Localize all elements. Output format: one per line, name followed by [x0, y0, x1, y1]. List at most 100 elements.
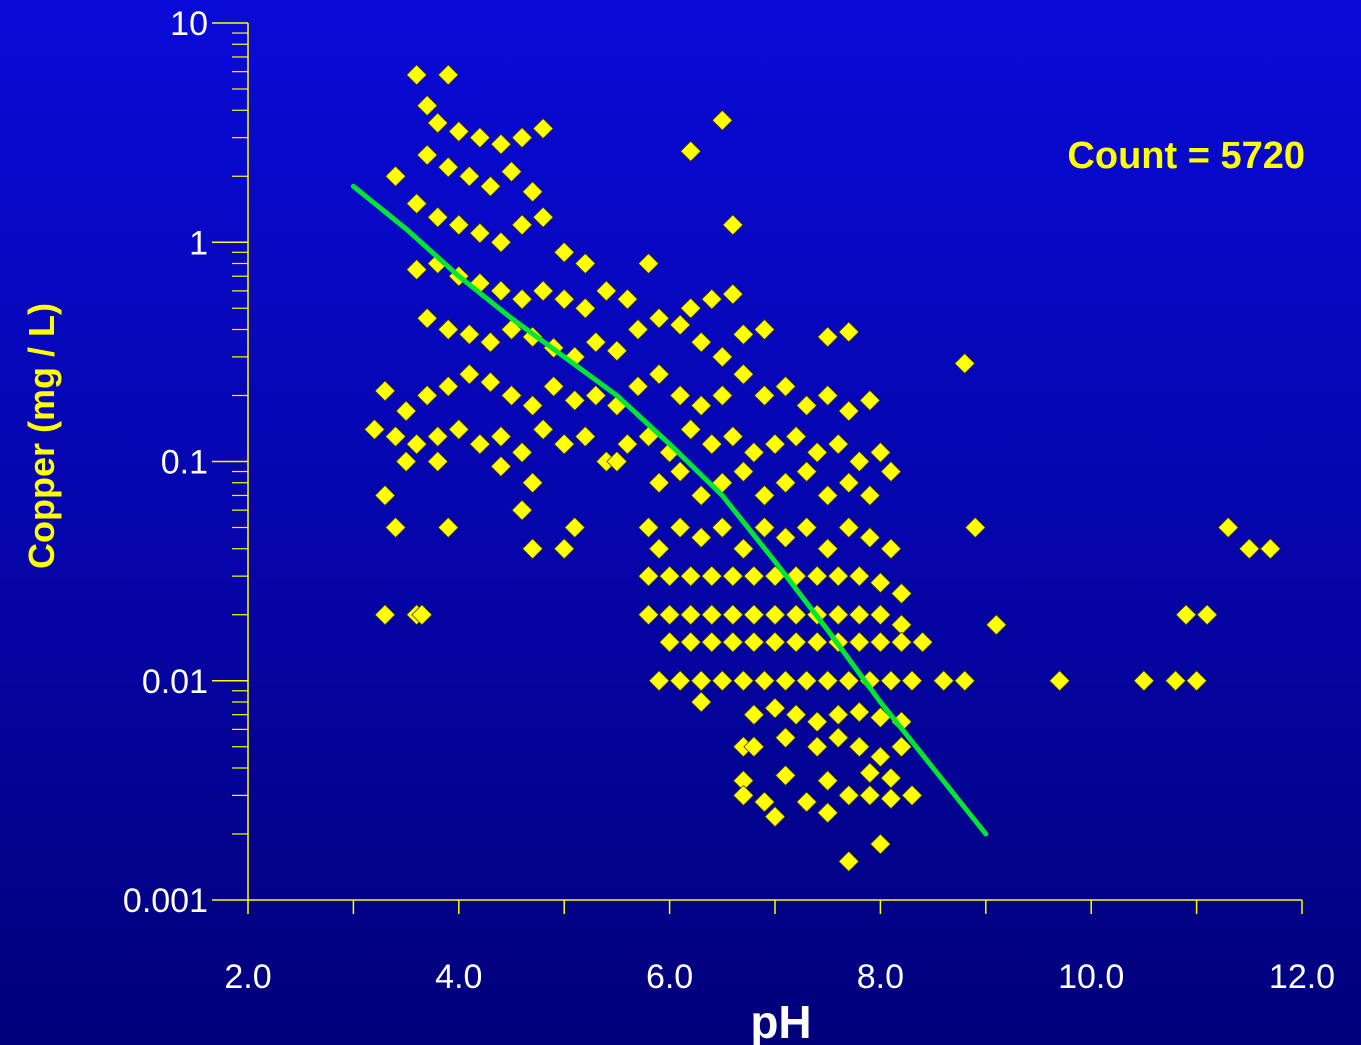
data-point [796, 670, 818, 692]
x-tick-label: 12.0 [1269, 958, 1335, 996]
data-point [669, 314, 691, 336]
y-axis-title: Copper (mg / L) [21, 303, 62, 569]
data-point [585, 331, 607, 353]
data-point [648, 472, 670, 494]
data-point [384, 516, 407, 539]
data-point [1175, 604, 1197, 626]
data-point [901, 670, 923, 692]
data-point [448, 418, 470, 441]
data-point [659, 604, 681, 626]
data-point [985, 614, 1007, 636]
axes [212, 22, 1303, 914]
data-point [817, 670, 839, 692]
y-tick-label: 0.01 [142, 663, 208, 701]
data-point [659, 631, 681, 653]
data-point [606, 340, 628, 362]
data-point [732, 784, 754, 806]
data-point [500, 161, 523, 183]
data-point [437, 156, 459, 178]
data-point [606, 450, 628, 473]
data-point [574, 252, 596, 275]
data-point [690, 691, 712, 713]
data-point [511, 214, 533, 236]
data-point [722, 425, 744, 448]
data-point [817, 384, 839, 407]
data-point [722, 631, 744, 653]
data-point [532, 206, 554, 228]
data-points [363, 64, 1281, 872]
data-point [437, 375, 459, 397]
data-point [637, 516, 660, 539]
data-point [490, 231, 512, 253]
data-point [838, 321, 860, 343]
data-point [374, 484, 396, 507]
data-point [732, 670, 754, 692]
data-point [796, 516, 818, 539]
data-point [911, 631, 934, 653]
data-point [764, 604, 786, 626]
data-point [806, 565, 828, 587]
tick-labels: 0.001 0.01 0.1 1 10 2.0 4.0 6.0 8.0 10.0 12.0 [123, 5, 1335, 996]
data-point [785, 631, 807, 653]
data-point [732, 538, 754, 560]
data-point [796, 394, 818, 417]
data-point [680, 297, 702, 319]
count-annotation: Count = 5720 [1067, 135, 1305, 177]
data-point [796, 791, 818, 813]
data-point [827, 604, 849, 626]
data-point [437, 64, 459, 86]
data-point [901, 784, 923, 806]
data-point [711, 516, 733, 539]
data-point [680, 565, 702, 587]
data-point [490, 455, 512, 477]
data-point [838, 400, 860, 422]
data-point [869, 833, 891, 855]
data-point [637, 565, 660, 587]
data-point [774, 670, 797, 692]
data-point [764, 433, 786, 455]
data-point [395, 450, 417, 473]
data-point [764, 806, 786, 828]
data-point [774, 472, 797, 494]
data-point [890, 582, 913, 605]
data-point [490, 133, 512, 155]
data-point [511, 441, 533, 463]
data-point [806, 441, 828, 463]
data-point [817, 802, 839, 824]
data-point [553, 241, 575, 263]
data-point [479, 175, 501, 197]
data-point [553, 288, 575, 310]
data-point [848, 701, 870, 723]
data-point [574, 297, 596, 319]
data-point [500, 384, 523, 407]
data-point [890, 736, 913, 758]
data-point [595, 280, 617, 302]
data-point [532, 280, 554, 302]
data-point [880, 788, 902, 810]
data-point [616, 288, 639, 310]
data-point [859, 762, 881, 784]
data-point [427, 450, 449, 473]
data-point [448, 120, 470, 143]
y-tick-label: 0.001 [123, 882, 208, 920]
x-tick-label: 8.0 [857, 958, 904, 996]
data-point [774, 764, 797, 786]
data-point [722, 604, 744, 626]
data-point [827, 704, 849, 726]
data-point [743, 565, 765, 587]
data-point [406, 193, 428, 215]
data-point [764, 697, 786, 719]
data-point [637, 604, 660, 626]
data-point [838, 784, 860, 806]
data-point [406, 64, 428, 86]
data-point [838, 516, 860, 539]
data-point [648, 363, 670, 385]
data-point [838, 850, 860, 872]
data-point [964, 516, 986, 539]
data-point [532, 118, 554, 140]
y-tick-label: 10 [170, 5, 208, 43]
data-point [448, 214, 470, 236]
data-point [511, 499, 533, 521]
data-point [680, 604, 702, 626]
